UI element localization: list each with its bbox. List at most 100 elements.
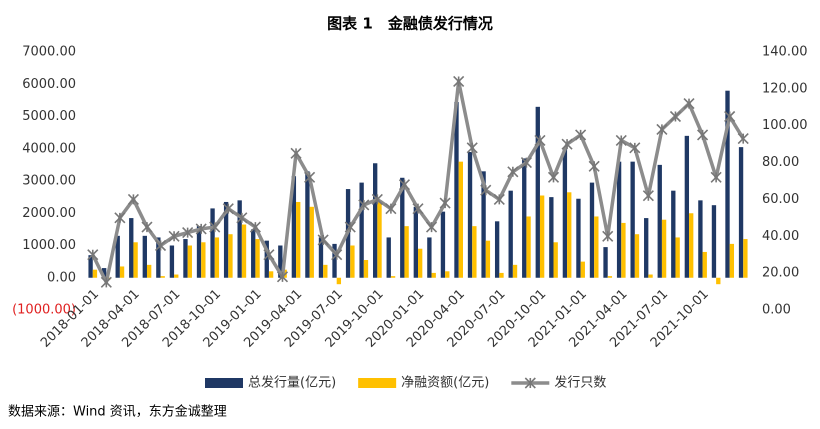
- line-marker: [697, 129, 709, 141]
- line-marker: [331, 249, 343, 261]
- bar: [390, 276, 396, 278]
- bar: [237, 200, 242, 278]
- y-tick-label: 2000.00: [22, 206, 76, 221]
- line-marker: [371, 193, 383, 205]
- legend-label: 净融资额(亿元): [401, 376, 489, 391]
- line-marker: [520, 157, 532, 169]
- bar: [445, 271, 450, 278]
- bar: [418, 248, 423, 278]
- line-marker: [168, 230, 180, 242]
- bar: [241, 224, 247, 278]
- bar: [400, 177, 405, 278]
- bar: [553, 242, 558, 278]
- y-tick-label: 5000.00: [22, 109, 76, 124]
- line-marker: [87, 249, 99, 261]
- y-tick-label: 7000.00: [22, 45, 76, 60]
- bar: [336, 277, 342, 285]
- y-tick-label: 3000.00: [22, 174, 76, 189]
- line-marker: [317, 234, 329, 246]
- bar: [743, 239, 748, 278]
- legend-swatch: [358, 378, 397, 388]
- line-marker: [547, 171, 560, 183]
- bar: [458, 161, 463, 278]
- line-marker: [466, 142, 478, 154]
- bar: [174, 274, 179, 278]
- y2-tick-label: 0.00: [762, 303, 791, 318]
- bar: [634, 234, 640, 278]
- line-marker: [724, 110, 736, 123]
- bar: [291, 176, 297, 278]
- legend-swatch: [205, 378, 243, 388]
- bar: [210, 208, 215, 278]
- bar: [214, 237, 220, 278]
- line-marker: [561, 138, 573, 150]
- bar: [323, 264, 328, 278]
- bar: [169, 245, 175, 278]
- bar: [671, 190, 676, 278]
- line-marker: [100, 276, 112, 288]
- bar: [332, 243, 337, 278]
- line-marker: [493, 193, 505, 205]
- bar: [251, 229, 256, 278]
- bar: [129, 218, 134, 278]
- line-marker: [236, 212, 248, 224]
- bar: [228, 234, 233, 278]
- bar: [454, 101, 459, 278]
- line-marker: [588, 160, 600, 172]
- bar: [160, 276, 165, 278]
- bar: [309, 206, 314, 278]
- line-marker: [385, 203, 397, 215]
- legend-item: 总发行量(亿元): [205, 375, 336, 391]
- line-marker: [209, 221, 221, 233]
- bar: [549, 197, 554, 278]
- bar: [146, 264, 152, 278]
- y2-tick-label: 140.00: [762, 45, 808, 60]
- bar: [223, 201, 229, 278]
- line-marker: [629, 142, 641, 154]
- line-marker: [453, 75, 465, 88]
- line-marker: [249, 221, 261, 233]
- bar: [255, 239, 260, 278]
- chart-title: 图表 1 金融债发行情况: [327, 15, 493, 33]
- line-marker: [141, 221, 153, 233]
- y2-tick-label: 100.00: [762, 118, 808, 133]
- bar: [494, 221, 500, 278]
- bar: [738, 147, 744, 278]
- line-marker: [263, 249, 275, 261]
- line-marker: [195, 223, 207, 235]
- bar: [729, 243, 735, 278]
- bar: [689, 213, 694, 278]
- bar: [404, 226, 409, 278]
- bar: [92, 269, 98, 278]
- line-marker: [615, 134, 627, 147]
- bar: [363, 260, 369, 278]
- bar: [156, 237, 161, 278]
- bar: [373, 163, 378, 278]
- bar: [539, 195, 545, 278]
- bar: [512, 264, 518, 278]
- y-tick-label: (1000.00): [12, 303, 76, 318]
- bar: [603, 247, 608, 278]
- line-marker: [412, 203, 424, 215]
- line-marker: [575, 129, 587, 141]
- bar: [616, 161, 622, 278]
- bar: [201, 242, 206, 278]
- bar: [644, 218, 649, 278]
- legend-item: 净融资额(亿元): [358, 376, 489, 391]
- bar: [359, 182, 364, 278]
- line-marker: [344, 221, 356, 233]
- legend-label: 发行只数: [554, 375, 606, 391]
- bar: [567, 192, 572, 278]
- bar: [278, 245, 283, 278]
- y-tick-label: 1000.00: [22, 238, 76, 253]
- bar: [499, 272, 504, 278]
- y2-tick-label: 40.00: [762, 229, 799, 244]
- bar: [196, 226, 202, 278]
- legend-label: 总发行量(亿元): [248, 375, 336, 391]
- bar: [607, 276, 613, 278]
- bar: [119, 266, 125, 278]
- bar: [675, 237, 680, 278]
- bar: [576, 198, 581, 278]
- line-marker: [276, 271, 289, 283]
- bar: [377, 200, 382, 278]
